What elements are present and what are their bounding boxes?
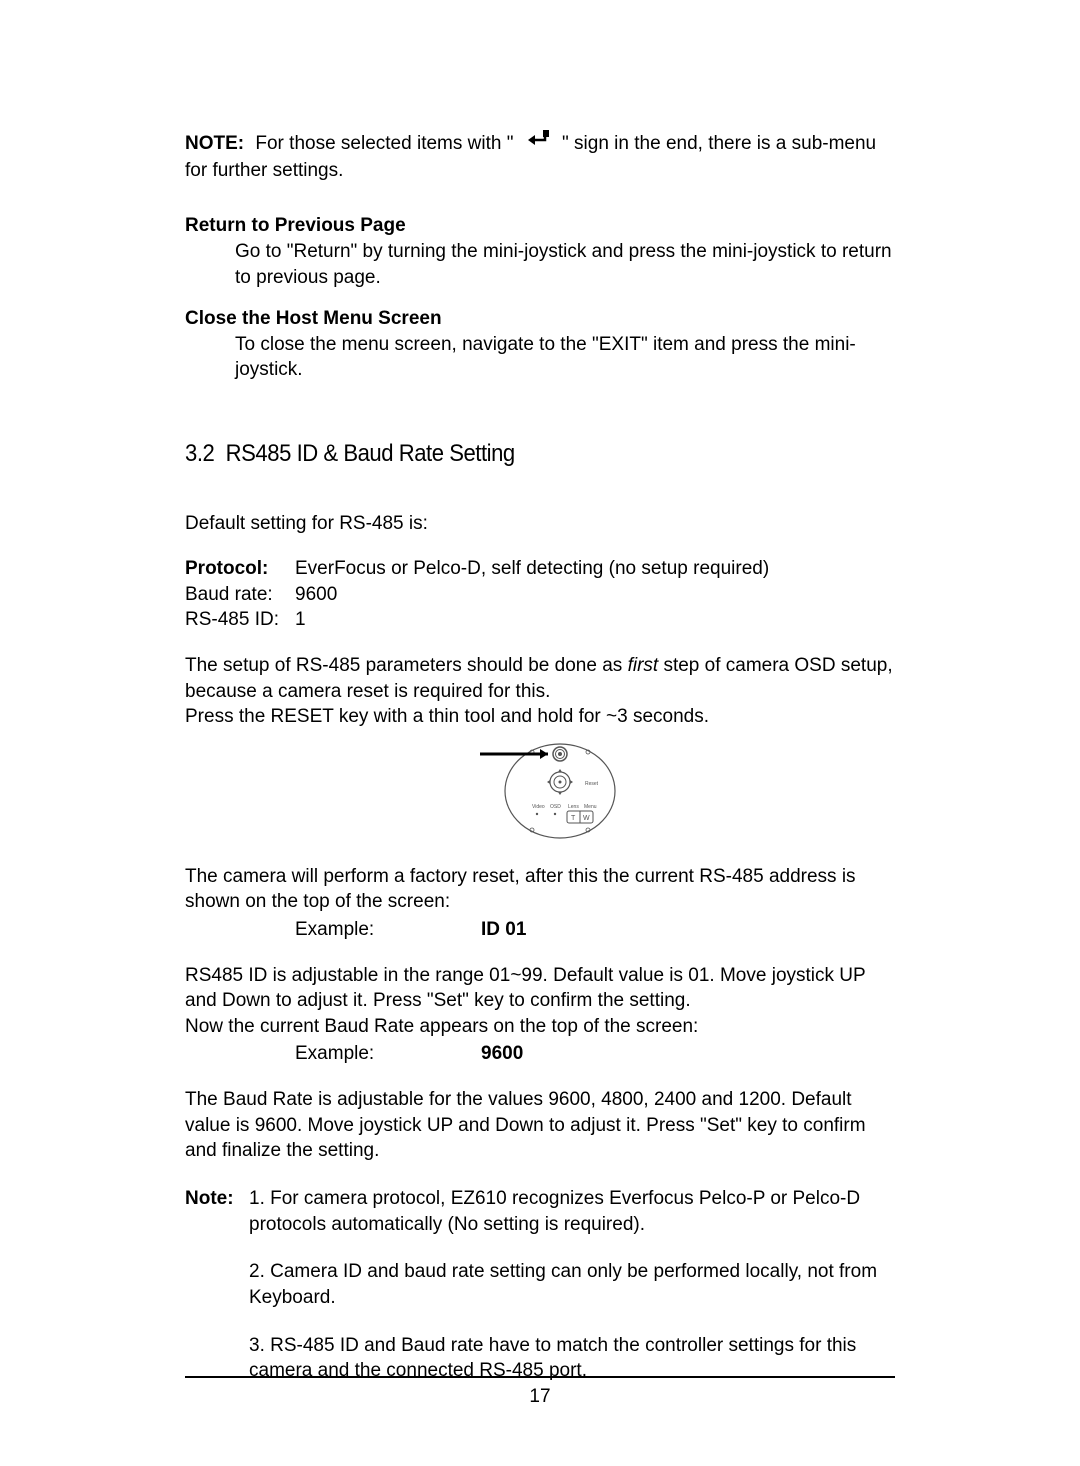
page-footer: 17 <box>185 1376 895 1410</box>
document-page: NOTE: For those selected items with " " … <box>0 0 1080 1466</box>
note-text-before: For those selected items with " <box>250 133 519 154</box>
example2-label: Example: <box>295 1041 481 1067</box>
example2-value: 9600 <box>481 1041 523 1067</box>
page-number: 17 <box>185 1384 895 1410</box>
section-heading: 3.2 RS485 ID & Baud Rate Setting <box>185 438 895 470</box>
protocol-label: Protocol: <box>185 556 295 582</box>
section-title: RS485 ID & Baud Rate Setting <box>226 440 515 467</box>
return-heading: Return to Previous Page <box>185 213 895 239</box>
id-adjust-b: Now the current Baud Rate appears on the… <box>185 1014 895 1040</box>
close-section: Close the Host Menu Screen To close the … <box>185 306 895 383</box>
baud-value: 9600 <box>295 582 337 608</box>
svg-text:W: W <box>583 815 590 822</box>
close-heading: Close the Host Menu Screen <box>185 306 895 332</box>
baud-label: Baud rate: <box>185 582 295 608</box>
camera-control-diagram: Reset Video OSD Lens Menu T W <box>185 736 895 854</box>
svg-text:T: T <box>571 815 576 822</box>
default-intro: Default setting for RS-485 is: <box>185 511 895 537</box>
setup-text-a: The setup of RS-485 parameters should be… <box>185 655 628 676</box>
svg-text:Video: Video <box>532 804 545 810</box>
footer-rule <box>185 1376 895 1378</box>
rs485id-value: 1 <box>295 607 306 633</box>
note-item-1: 1. For camera protocol, EZ610 recognizes… <box>249 1186 895 1237</box>
section-number: 3.2 <box>185 440 214 467</box>
baud-adjust-text: The Baud Rate is adjustable for the valu… <box>185 1087 895 1164</box>
return-section: Return to Previous Page Go to "Return" b… <box>185 213 895 290</box>
example1-value: ID 01 <box>481 917 526 943</box>
id-adjust-block: RS485 ID is adjustable in the range 01~9… <box>185 963 895 1040</box>
setup-reset-line: Press the RESET key with a thin tool and… <box>185 704 895 730</box>
after-reset-text: The camera will perform a factory reset,… <box>185 864 895 915</box>
note-label: NOTE: <box>185 133 244 154</box>
close-body: To close the menu screen, navigate to th… <box>185 332 895 383</box>
svg-text:Menu: Menu <box>584 804 597 810</box>
svg-text:Lens: Lens <box>568 804 579 810</box>
return-body: Go to "Return" by turning the mini-joyst… <box>185 239 895 290</box>
example-row-1: Example: ID 01 <box>185 917 895 943</box>
svg-text:Reset: Reset <box>585 781 599 787</box>
notes-block: Note: 1. For camera protocol, EZ610 reco… <box>185 1186 895 1406</box>
defaults-block: Protocol: EverFocus or Pelco-D, self det… <box>185 556 895 633</box>
note-item-2: 2. Camera ID and baud rate setting can o… <box>249 1259 895 1310</box>
rs485id-label: RS-485 ID: <box>185 607 295 633</box>
setup-first: first <box>628 655 659 676</box>
example-row-2: Example: 9600 <box>185 1041 895 1067</box>
example1-label: Example: <box>295 917 481 943</box>
enter-icon <box>525 130 551 158</box>
id-adjust-a: RS485 ID is adjustable in the range 01~9… <box>185 963 895 1014</box>
note-block: NOTE: For those selected items with " " … <box>185 130 895 183</box>
notes-label: Note: <box>185 1186 249 1406</box>
setup-paragraph: The setup of RS-485 parameters should be… <box>185 653 895 704</box>
svg-text:OSD: OSD <box>550 804 561 810</box>
protocol-value: EverFocus or Pelco-D, self detecting (no… <box>295 556 769 582</box>
